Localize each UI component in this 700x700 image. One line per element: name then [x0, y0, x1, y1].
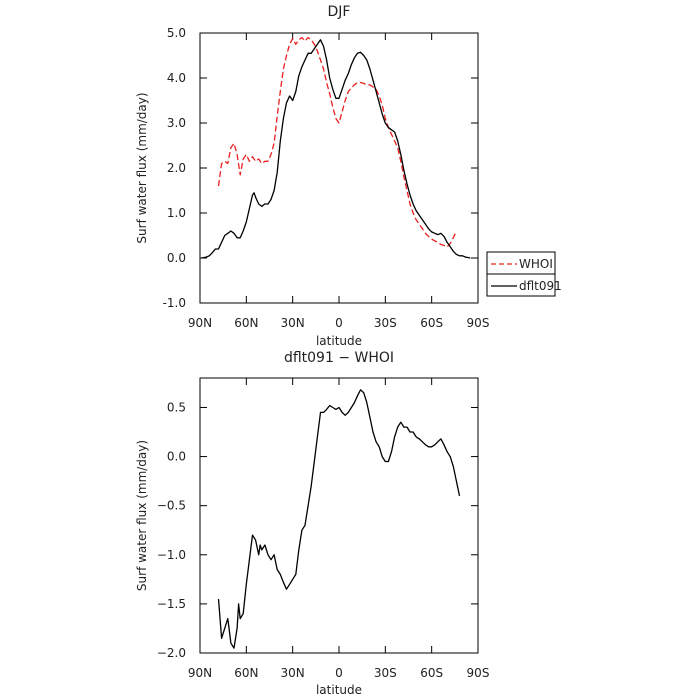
- x-tick-label: 60N: [234, 666, 258, 680]
- chart-djf: DJF 90N 60N 30N 0 30S 60S 90S -1.0 0.0 1.0 2.0 3.0 4.…: [135, 4, 562, 348]
- x-tick-label: 90N: [188, 316, 212, 330]
- x-tick-label: 30N: [281, 316, 305, 330]
- x-tick-label: 0: [335, 316, 343, 330]
- x-tick-label: 60N: [234, 316, 258, 330]
- x-tick-label: 30S: [374, 666, 397, 680]
- y-tick-label: 0.5: [167, 400, 186, 414]
- y-tick-label: 0.0: [167, 450, 186, 464]
- x-axis-label: latitude: [316, 683, 362, 697]
- y-axis-label: Surf water flux (mm/day): [135, 92, 149, 243]
- series-line-dflt091: [201, 39, 471, 259]
- x-tick-label: 60S: [420, 316, 443, 330]
- y-tick-label: −0.5: [157, 499, 186, 513]
- y-tick-label: −1.0: [157, 548, 186, 562]
- x-tick-label: 30S: [374, 316, 397, 330]
- x-tick-label: 60S: [420, 666, 443, 680]
- y-tick-label: −2.0: [157, 646, 186, 660]
- y-tick-label: 0.0: [167, 251, 186, 265]
- plot-frame: [199, 377, 479, 654]
- y-tick-label: −1.5: [157, 597, 186, 611]
- legend-label: dflt091: [519, 279, 562, 293]
- x-axis-label: latitude: [316, 334, 362, 348]
- y-tick-label: -1.0: [163, 296, 186, 310]
- chart-title: dflt091 − WHOI: [284, 350, 394, 366]
- x-tick-label: 90S: [467, 666, 490, 680]
- x-tick-label: 30N: [281, 666, 305, 680]
- x-tick-label: 90N: [188, 666, 212, 680]
- y-tick-label: 2.0: [167, 161, 186, 175]
- y-tick-label: 4.0: [167, 71, 186, 85]
- y-tick-label: 5.0: [167, 26, 186, 40]
- chart-title: DJF: [328, 4, 351, 20]
- x-tick-label: 90S: [467, 316, 490, 330]
- y-tick-label: 1.0: [167, 206, 186, 220]
- series-line-difference: [217, 389, 461, 649]
- legend-label: WHOI: [519, 257, 553, 271]
- y-tick-label: 3.0: [167, 116, 186, 130]
- x-tick-label: 0: [335, 666, 343, 680]
- series-line-whoi: [217, 36, 457, 248]
- y-axis-label: Surf water flux (mm/day): [135, 440, 149, 591]
- chart-difference: dflt091 − WHOI 90N 60N 30N 0 30S 60S 90S −2.0 −1.…: [135, 350, 489, 697]
